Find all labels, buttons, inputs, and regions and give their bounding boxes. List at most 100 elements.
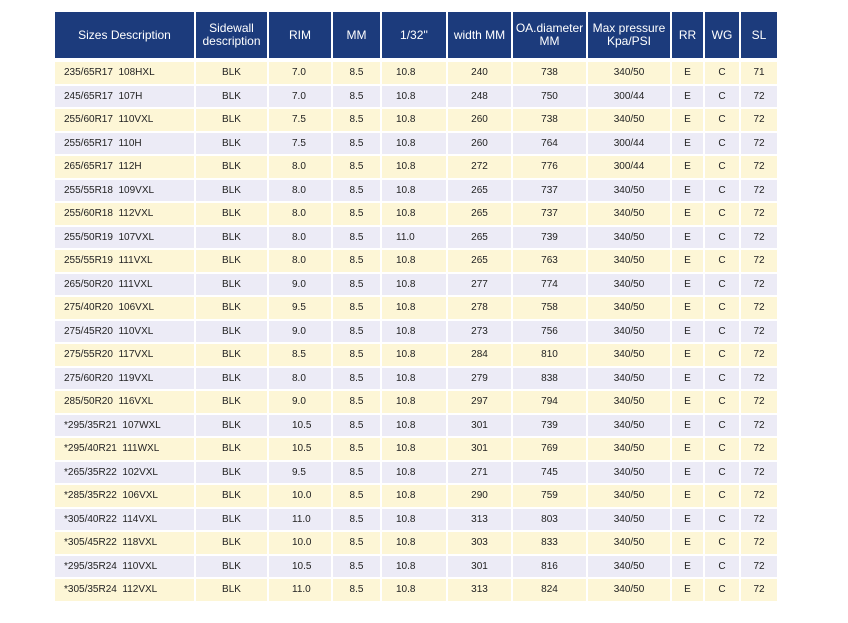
cell-wet-grip: C <box>705 250 741 274</box>
cell-sound-level: 72 <box>741 109 777 133</box>
cell-width-mm: 271 <box>448 461 513 485</box>
cell-sound-level: 72 <box>741 532 777 556</box>
table-row: *295/35R24 110VXL BLK 10.5 8.5 10.8 301 816 340… <box>55 555 777 579</box>
cell-wet-grip: C <box>705 156 741 180</box>
cell-sound-level: 72 <box>741 555 777 579</box>
cell-tread-depth-32nds: 10.8 <box>382 579 448 603</box>
header-tread-depth-mm: MM <box>333 12 382 62</box>
cell-tread-depth-32nds: 10.8 <box>382 532 448 556</box>
header-width-mm: width MM <box>448 12 513 62</box>
table-row: 275/55R20 117VXL BLK 8.5 8.5 10.8 284 810 340/5… <box>55 344 777 368</box>
cell-max-pressure: 340/50 <box>588 532 672 556</box>
cell-size-description: 265/65R17 112H <box>55 156 196 180</box>
cell-size-description: *305/40R22 114VXL <box>55 508 196 532</box>
cell-tread-depth-32nds: 11.0 <box>382 226 448 250</box>
header-overall-diameter-mm: OA.diameter MM <box>513 12 588 62</box>
cell-sidewall-description: BLK <box>196 320 269 344</box>
cell-max-pressure: 300/44 <box>588 156 672 180</box>
cell-rolling-resistance: E <box>672 179 705 203</box>
cell-overall-diameter-mm: 750 <box>513 85 588 109</box>
cell-sound-level: 72 <box>741 203 777 227</box>
cell-tread-depth-32nds: 10.8 <box>382 508 448 532</box>
cell-size-description: 255/55R19 111VXL <box>55 250 196 274</box>
cell-rolling-resistance: E <box>672 461 705 485</box>
cell-tread-depth-mm: 8.5 <box>333 132 382 156</box>
header-max-pressure: Max pressure Kpa/PSI <box>588 12 672 62</box>
cell-tread-depth-mm: 8.5 <box>333 579 382 603</box>
cell-sidewall-description: BLK <box>196 485 269 509</box>
cell-tread-depth-mm: 8.5 <box>333 532 382 556</box>
cell-tread-depth-mm: 8.5 <box>333 203 382 227</box>
cell-overall-diameter-mm: 833 <box>513 532 588 556</box>
cell-sound-level: 72 <box>741 391 777 415</box>
cell-rim: 10.0 <box>269 485 333 509</box>
cell-size-description: *305/35R24 112VXL <box>55 579 196 603</box>
cell-wet-grip: C <box>705 461 741 485</box>
cell-rolling-resistance: E <box>672 132 705 156</box>
cell-tread-depth-32nds: 10.8 <box>382 438 448 462</box>
table-row: 275/40R20 106VXL BLK 9.5 8.5 10.8 278 758 340/5… <box>55 297 777 321</box>
cell-tread-depth-32nds: 10.8 <box>382 156 448 180</box>
cell-max-pressure: 340/50 <box>588 203 672 227</box>
cell-rim: 8.0 <box>269 179 333 203</box>
cell-rolling-resistance: E <box>672 226 705 250</box>
cell-overall-diameter-mm: 776 <box>513 156 588 180</box>
cell-width-mm: 278 <box>448 297 513 321</box>
cell-rolling-resistance: E <box>672 250 705 274</box>
table-row: 255/55R19 111VXL BLK 8.0 8.5 10.8 265 763 340/5… <box>55 250 777 274</box>
cell-width-mm: 313 <box>448 508 513 532</box>
cell-sound-level: 72 <box>741 179 777 203</box>
cell-wet-grip: C <box>705 344 741 368</box>
cell-width-mm: 260 <box>448 132 513 156</box>
cell-sound-level: 72 <box>741 461 777 485</box>
cell-wet-grip: C <box>705 438 741 462</box>
cell-sound-level: 72 <box>741 438 777 462</box>
cell-tread-depth-mm: 8.5 <box>333 367 382 391</box>
cell-size-description: 255/50R19 107VXL <box>55 226 196 250</box>
cell-tread-depth-32nds: 10.8 <box>382 250 448 274</box>
table-row: *295/35R21 107WXL BLK 10.5 8.5 10.8 301 739 340… <box>55 414 777 438</box>
cell-wet-grip: C <box>705 62 741 86</box>
cell-max-pressure: 340/50 <box>588 555 672 579</box>
cell-rim: 8.0 <box>269 226 333 250</box>
cell-wet-grip: C <box>705 485 741 509</box>
cell-overall-diameter-mm: 764 <box>513 132 588 156</box>
cell-rolling-resistance: E <box>672 62 705 86</box>
table-row: 265/65R17 112H BLK 8.0 8.5 10.8 272 776 300/44 E… <box>55 156 777 180</box>
cell-tread-depth-mm: 8.5 <box>333 461 382 485</box>
header-row: Sizes Description Sidewall description RIM… <box>55 12 777 62</box>
cell-sidewall-description: BLK <box>196 414 269 438</box>
cell-size-description: 255/60R18 112VXL <box>55 203 196 227</box>
cell-wet-grip: C <box>705 203 741 227</box>
cell-max-pressure: 340/50 <box>588 508 672 532</box>
cell-sidewall-description: BLK <box>196 62 269 86</box>
cell-tread-depth-mm: 8.5 <box>333 85 382 109</box>
cell-sidewall-description: BLK <box>196 367 269 391</box>
cell-sound-level: 72 <box>741 320 777 344</box>
table-row: *265/35R22 102VXL BLK 9.5 8.5 10.8 271 745 340/… <box>55 461 777 485</box>
table-row: 255/60R17 110VXL BLK 7.5 8.5 10.8 260 738 340/5… <box>55 109 777 133</box>
cell-rim: 10.5 <box>269 555 333 579</box>
cell-size-description: 235/65R17 108HXL <box>55 62 196 86</box>
table-row: 255/65R17 110H BLK 7.5 8.5 10.8 260 764 300/44 E… <box>55 132 777 156</box>
cell-rim: 9.0 <box>269 320 333 344</box>
cell-width-mm: 297 <box>448 391 513 415</box>
cell-rim: 9.0 <box>269 273 333 297</box>
cell-wet-grip: C <box>705 85 741 109</box>
cell-sound-level: 72 <box>741 367 777 391</box>
cell-wet-grip: C <box>705 320 741 344</box>
cell-sidewall-description: BLK <box>196 438 269 462</box>
cell-wet-grip: C <box>705 109 741 133</box>
cell-rolling-resistance: E <box>672 532 705 556</box>
cell-wet-grip: C <box>705 367 741 391</box>
cell-max-pressure: 340/50 <box>588 179 672 203</box>
cell-tread-depth-mm: 8.5 <box>333 391 382 415</box>
cell-rim: 7.5 <box>269 132 333 156</box>
header-rolling-resistance: RR <box>672 12 705 62</box>
cell-sound-level: 72 <box>741 344 777 368</box>
cell-rim: 8.5 <box>269 344 333 368</box>
cell-max-pressure: 340/50 <box>588 485 672 509</box>
cell-overall-diameter-mm: 838 <box>513 367 588 391</box>
table-row: 255/55R18 109VXL BLK 8.0 8.5 10.8 265 737 340/5… <box>55 179 777 203</box>
cell-overall-diameter-mm: 774 <box>513 273 588 297</box>
